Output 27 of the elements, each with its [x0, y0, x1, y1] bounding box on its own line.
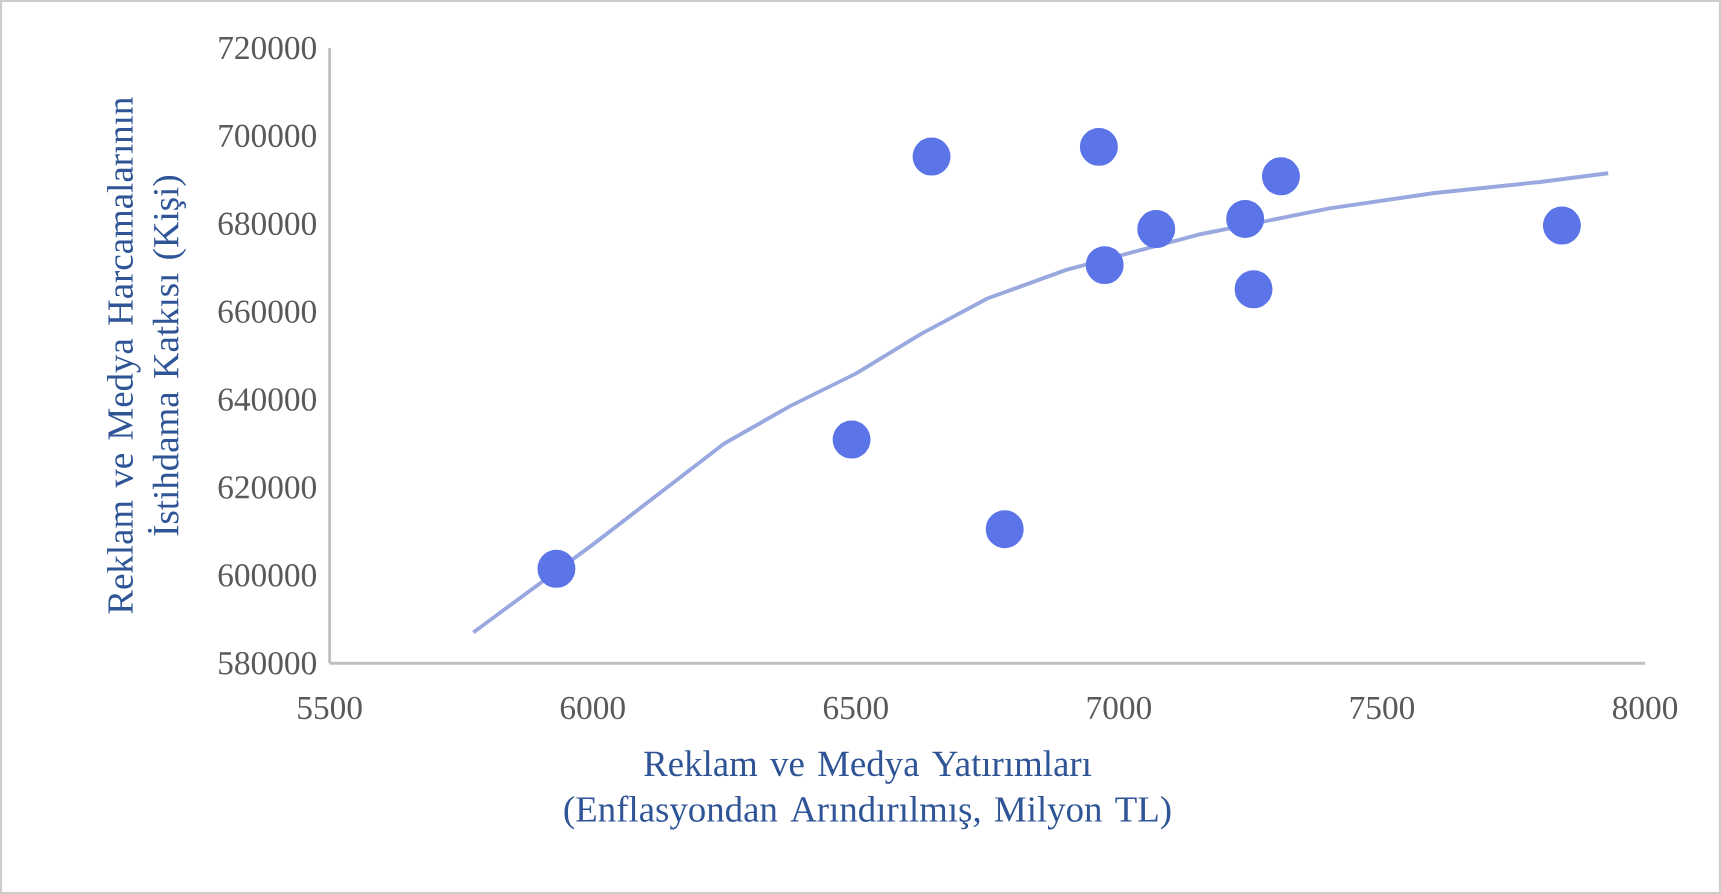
x-tick-label: 6500	[823, 696, 888, 720]
point	[537, 549, 576, 588]
point	[1137, 210, 1176, 248]
y-tick-label: 680000	[218, 212, 316, 236]
y-tick-label: 700000	[219, 124, 316, 148]
y-tick-label: 640000	[218, 388, 316, 411]
point	[1226, 199, 1265, 238]
x-tick-label: 7000	[1087, 696, 1151, 720]
point	[1079, 127, 1118, 166]
x-axis-title: Reklam ve Medya Yatırımları (Enflasyondan Arındırılmış, Milyon TL)	[564, 750, 1171, 830]
y-tick-label: 600000	[218, 564, 316, 587]
y-tick-label: 580000	[219, 651, 316, 675]
x-tick-label: 8000	[1612, 696, 1678, 720]
x-tick-label: 7500	[1350, 696, 1415, 720]
point	[985, 510, 1024, 549]
y-tick-label: 620000	[218, 476, 316, 499]
point	[1234, 270, 1273, 309]
point	[1542, 206, 1581, 245]
point	[1261, 157, 1300, 196]
y-tick-label: 660000	[218, 300, 316, 323]
point	[832, 420, 871, 459]
point	[912, 137, 951, 176]
y-axis-title: Reklam ve Medya Harcamalarının İstihdama Katkısı (Kişi)	[107, 97, 187, 614]
point	[1085, 246, 1124, 285]
x-tick-label: 5500	[298, 696, 362, 720]
y-tick-label: 720000	[219, 36, 316, 60]
x-tick-label: 6000	[560, 696, 625, 720]
